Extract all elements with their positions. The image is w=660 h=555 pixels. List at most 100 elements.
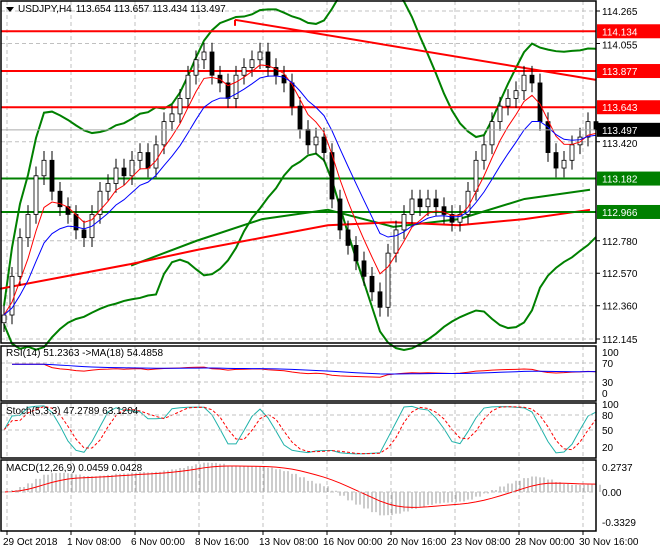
candle-body bbox=[505, 98, 511, 107]
candle-body bbox=[105, 183, 111, 192]
candle-body bbox=[185, 74, 191, 99]
candle-body bbox=[529, 74, 535, 84]
candle-body bbox=[545, 121, 551, 153]
candle-body bbox=[25, 214, 31, 239]
candle-body bbox=[177, 98, 183, 115]
level-price-label: 113.877 bbox=[602, 67, 638, 78]
candle-body bbox=[233, 74, 239, 99]
candle-body bbox=[257, 51, 263, 61]
indicator-tick-label: 0 bbox=[602, 389, 608, 400]
candle-body bbox=[129, 159, 135, 177]
indicator-tick-label: 30 bbox=[602, 378, 614, 389]
candle-body bbox=[113, 167, 119, 184]
candle-body bbox=[473, 159, 479, 192]
candle-body bbox=[169, 113, 175, 123]
ma-fast-red-line bbox=[3, 64, 597, 316]
indicator-tick-label: 0.2737 bbox=[602, 463, 633, 474]
candle-body bbox=[457, 214, 463, 223]
candle-body bbox=[561, 159, 567, 169]
rsi-ma-line bbox=[12, 363, 597, 375]
indicator-tick-label: -0.3329 bbox=[602, 518, 636, 529]
price-tick-label: 112.360 bbox=[602, 302, 638, 313]
candle-body bbox=[305, 128, 311, 146]
time-tick-label: 8 Nov 16:00 bbox=[195, 537, 249, 548]
time-tick-label: 6 Nov 00:00 bbox=[131, 537, 185, 548]
candle-body bbox=[121, 167, 127, 177]
long-ma-green-line bbox=[130, 188, 591, 267]
macd-signal-line bbox=[3, 465, 597, 508]
pane-border bbox=[0, 0, 597, 344]
candle-body bbox=[193, 59, 199, 76]
candle-body bbox=[321, 136, 327, 153]
candle-body bbox=[385, 252, 391, 308]
candle-body bbox=[249, 59, 255, 68]
level-price-label: 114.134 bbox=[602, 27, 638, 38]
time-tick-label: 28 Nov 00:00 bbox=[515, 537, 575, 548]
candle-body bbox=[345, 229, 351, 246]
level-price-label: 113.182 bbox=[602, 175, 638, 186]
candle-body bbox=[361, 260, 367, 277]
time-tick-label: 23 Nov 08:00 bbox=[451, 537, 511, 548]
level-price-tag bbox=[597, 171, 660, 186]
candle-body bbox=[353, 244, 359, 262]
candle-body bbox=[33, 175, 39, 215]
pane-border bbox=[0, 459, 597, 532]
candle-body bbox=[513, 90, 519, 99]
bollinger-lower-band bbox=[3, 152, 597, 352]
candle-body bbox=[553, 152, 559, 169]
candle-body bbox=[137, 152, 143, 161]
candle-body bbox=[393, 229, 399, 254]
indicator-tick-label: 100 bbox=[602, 400, 619, 411]
candle-body bbox=[369, 275, 375, 293]
candle-body bbox=[17, 237, 23, 277]
candle-body bbox=[481, 144, 487, 161]
candle-body bbox=[57, 190, 63, 208]
candle-body bbox=[153, 144, 159, 169]
stoch-main-line bbox=[3, 405, 597, 455]
stoch-signal-line bbox=[3, 405, 597, 455]
candle-body bbox=[577, 136, 583, 146]
indicator-tick-label: 50 bbox=[602, 426, 614, 437]
rsi-line bbox=[12, 363, 597, 378]
candle-body bbox=[161, 121, 167, 146]
candle-body bbox=[297, 105, 303, 130]
candle-body bbox=[241, 67, 247, 76]
dropdown-triangle-icon[interactable] bbox=[6, 7, 14, 12]
price-tick-label: 112.780 bbox=[602, 237, 638, 248]
symbol-label: USDJPY,H4 bbox=[18, 4, 72, 15]
indicator-title: Stoch(5,3,3) 47.2789 63.1204 bbox=[6, 406, 139, 417]
ma-blue-line bbox=[3, 75, 597, 316]
level-price-label: 112.966 bbox=[602, 208, 638, 219]
candle-body bbox=[49, 159, 55, 192]
candle-body bbox=[313, 136, 319, 146]
ohlc-readout: 113.654 113.657 113.434 113.497 bbox=[75, 4, 226, 15]
time-tick-label: 20 Nov 16:00 bbox=[387, 537, 447, 548]
trend-line bbox=[234, 18, 597, 81]
candle-body bbox=[409, 198, 415, 215]
pane-border bbox=[0, 345, 597, 402]
candle-body bbox=[449, 214, 455, 223]
candle-body bbox=[265, 51, 271, 68]
indicator-title: MACD(12,26,9) 0.0459 0.0428 bbox=[6, 463, 143, 474]
time-tick-label: 16 Nov 00:00 bbox=[323, 537, 383, 548]
time-tick-label: 30 Nov 16:00 bbox=[579, 537, 639, 548]
level-price-tag bbox=[597, 24, 660, 39]
candle-body bbox=[377, 291, 383, 308]
indicator-tick-label: 20 bbox=[602, 443, 614, 454]
candle-body bbox=[281, 74, 287, 84]
candle-body bbox=[401, 214, 407, 231]
indicator-tick-label: 80 bbox=[602, 411, 614, 422]
price-tick-label: 114.265 bbox=[602, 7, 638, 18]
candle-body bbox=[521, 74, 527, 92]
candle-body bbox=[425, 198, 431, 208]
candle-body bbox=[489, 121, 495, 146]
candle-body bbox=[1, 314, 7, 324]
level-price-label: 113.643 bbox=[602, 103, 638, 114]
indicator-title: RSI(14) 51.2363 ->MA(18) 54.4858 bbox=[6, 348, 163, 359]
price-tick-label: 114.055 bbox=[602, 40, 638, 51]
pane-border bbox=[0, 402, 597, 459]
level-price-tag bbox=[597, 204, 660, 219]
price-tick-label: 112.570 bbox=[602, 269, 638, 280]
indicator-tick-label: 0.00 bbox=[602, 488, 622, 499]
